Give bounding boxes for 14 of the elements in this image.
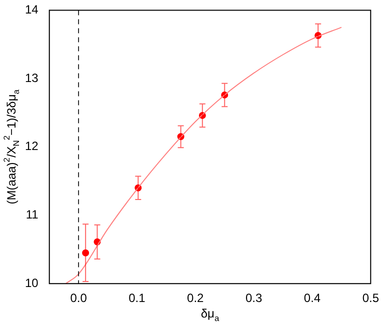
y-axis-title: (M(aaa)2/XN2−1)/3δμa (2, 89, 22, 204)
y-tick-label: 13 (24, 70, 39, 85)
x-tick-label: 0.5 (362, 291, 380, 306)
y-tick-label: 12 (24, 139, 39, 154)
x-tick-label: 0.2 (187, 291, 204, 306)
y-tick-label: 14 (24, 2, 39, 17)
x-tick-label: 0.1 (128, 291, 146, 306)
x-tick-label: 0.0 (70, 291, 88, 306)
x-tick-label: 0.3 (245, 291, 262, 306)
y-tick-label: 11 (26, 208, 39, 222)
point (82, 249, 90, 256)
y-tick-label: 10 (24, 276, 39, 290)
line-series (65, 26, 342, 284)
x-tick-label: 0.4 (304, 291, 321, 306)
